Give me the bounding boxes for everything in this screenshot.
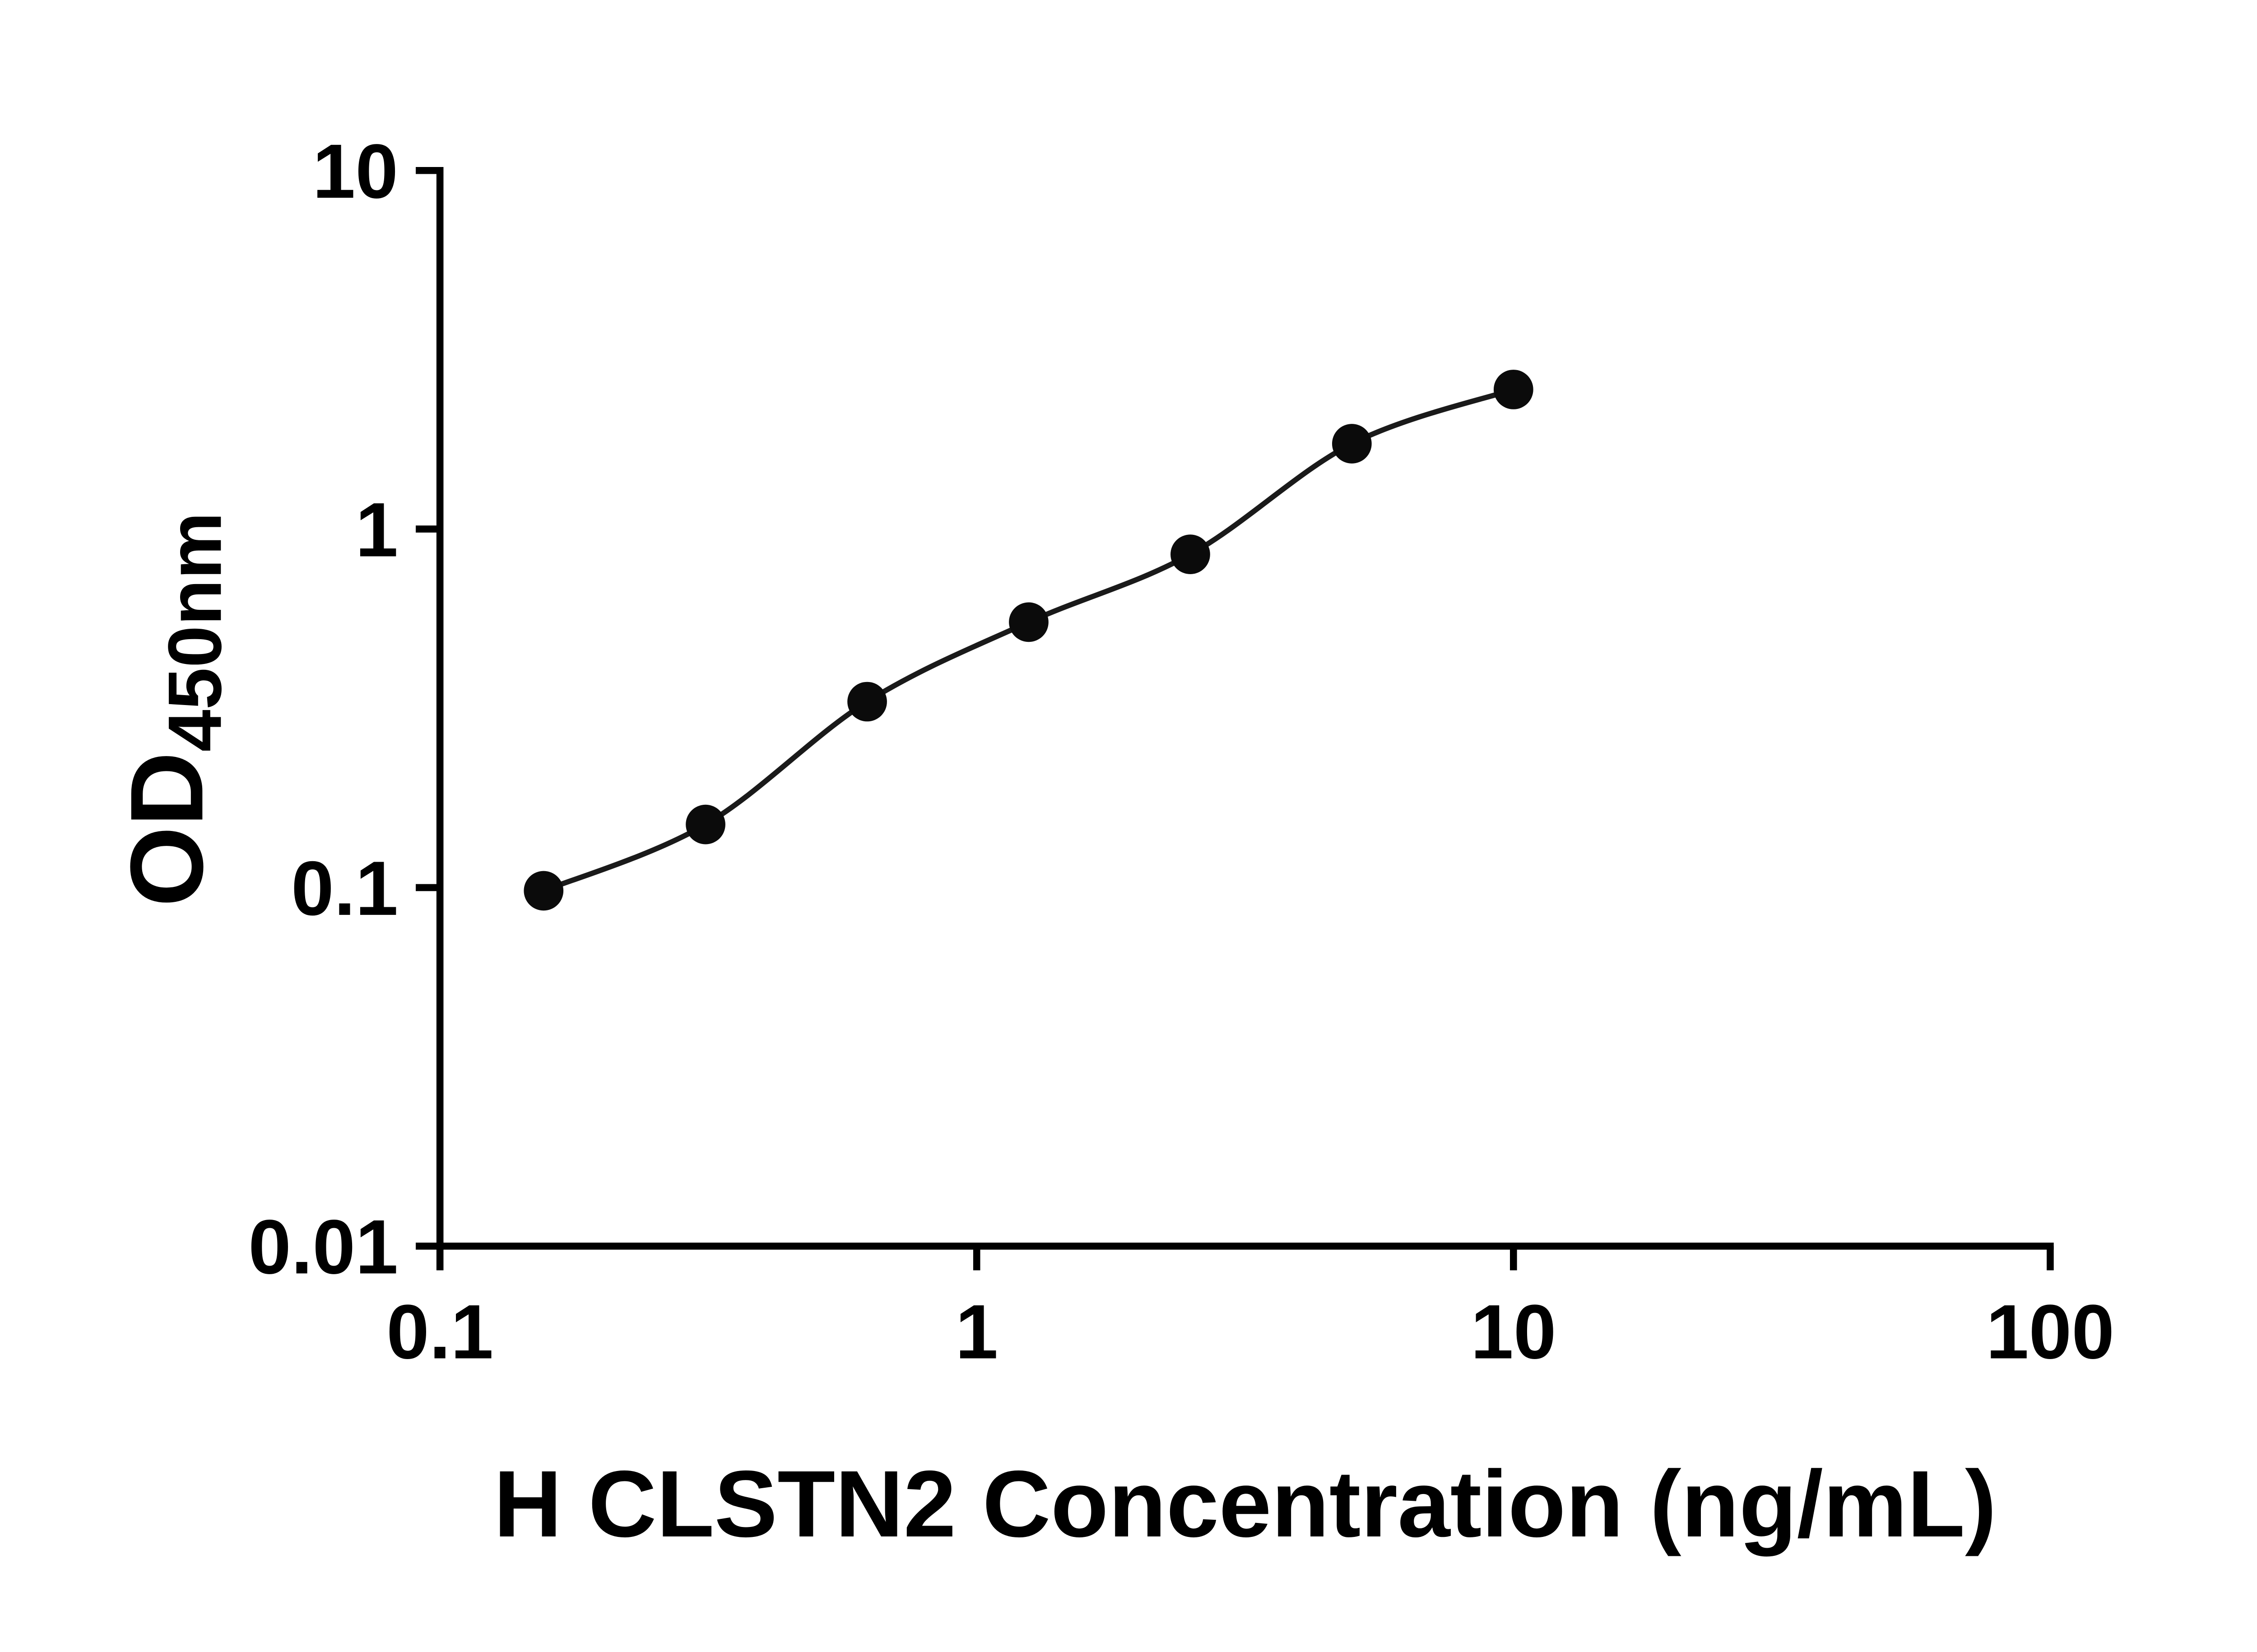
data-point	[1009, 602, 1049, 642]
y-tick-label: 10	[312, 129, 398, 214]
x-tick-label: 10	[1471, 1289, 1556, 1375]
y-axis-title-main: OD	[109, 752, 224, 907]
y-tick-label: 0.01	[248, 1204, 398, 1290]
y-axis-title-subscript: 450nm	[152, 512, 237, 752]
data-point	[847, 682, 887, 722]
x-tick-label: 1	[955, 1289, 998, 1375]
x-axis-title: H CLSTN2 Concentration (ng/mL)	[494, 1451, 1997, 1557]
data-point	[1170, 534, 1210, 575]
x-tick-group: 0.1 1 10 100	[386, 1246, 2114, 1375]
data-point	[686, 804, 725, 845]
data-point	[1493, 370, 1533, 409]
data-points-group	[524, 370, 1533, 911]
y-tick-label: 1	[355, 487, 398, 573]
axes	[436, 167, 2054, 1250]
y-axis-title: OD450nm	[109, 512, 237, 907]
x-tick-label: 100	[1986, 1289, 2115, 1375]
x-tick-label: 0.1	[386, 1289, 493, 1375]
data-point	[1332, 424, 1372, 464]
y-tick-label: 0.1	[291, 846, 398, 932]
y-tick-group: 0.01 0.1 1 10	[248, 129, 440, 1290]
data-point	[524, 871, 564, 911]
